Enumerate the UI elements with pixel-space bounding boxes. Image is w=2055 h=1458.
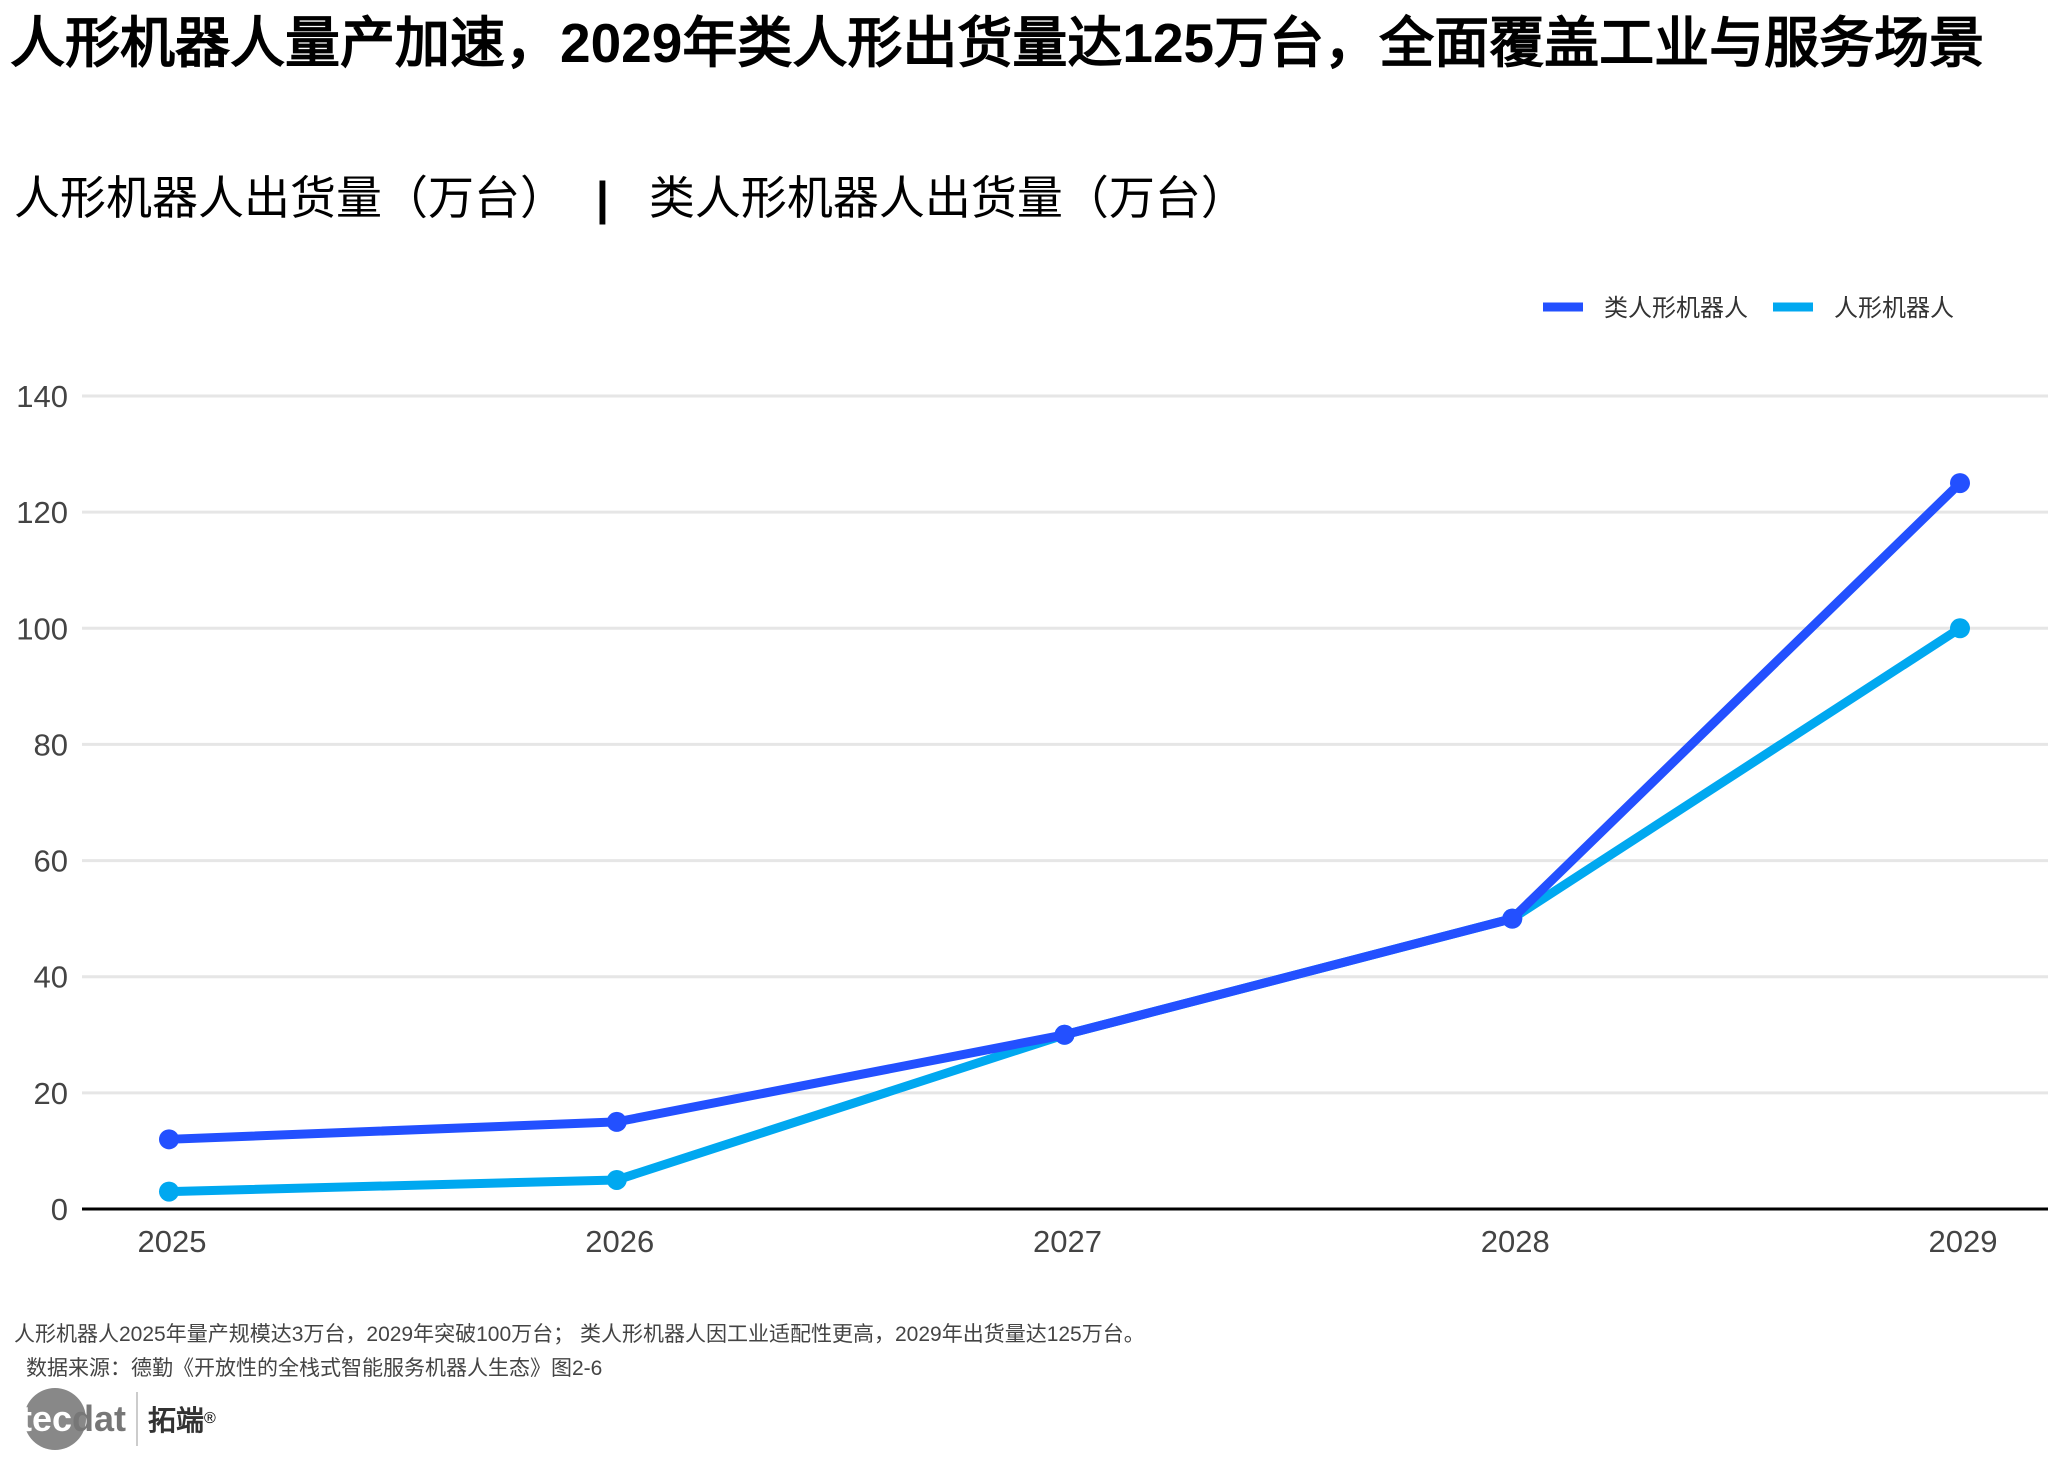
x-tick-label: 2026: [585, 1224, 654, 1259]
logo-dat: dat: [72, 1398, 127, 1439]
data-point: [159, 1129, 179, 1150]
y-tick-label: 100: [16, 611, 68, 646]
y-tick-label: 80: [34, 727, 68, 762]
x-tick-label: 2025: [138, 1224, 207, 1259]
logo-divider: [136, 1392, 139, 1446]
data-point: [606, 1169, 627, 1190]
y-tick-label: 120: [16, 495, 68, 530]
y-tick-label: 0: [51, 1192, 68, 1227]
x-tick-label: 2027: [1033, 1224, 1102, 1259]
series-line-humanoid: [168, 624, 1963, 1197]
footer-note: 人形机器人2025年量产规模达3万台，2029年突破100万台； 类人形机器人因…: [14, 1323, 1145, 1346]
data-point: [159, 1181, 179, 1202]
y-tick-label: 140: [16, 379, 68, 414]
x-tick-label: 2028: [1481, 1224, 1550, 1259]
logo-cn: 拓端: [148, 1405, 205, 1436]
legend-label: 类人形机器人: [1604, 294, 1748, 322]
y-tick-label: 60: [34, 844, 68, 879]
logo-tec: tec: [20, 1398, 73, 1439]
subtitle-left: 人形机器人出货量（万台）: [14, 172, 566, 224]
tecdat-logo: tec dat 拓端 ®: [20, 1384, 216, 1454]
footer: 人形机器人2025年量产规模达3万台，2029年突破100万台； 类人形机器人因…: [14, 1318, 1145, 1386]
data-point: [1950, 618, 1970, 639]
footer-source: 数据来源：德勤《开放性的全栈式智能服务机器人生态》图2-6: [26, 1357, 603, 1380]
data-point: [1950, 473, 1970, 494]
logo-reg: ®: [204, 1410, 216, 1427]
line-chart: 0 20 40 60 80 100 120 140 2025 2026 2027 2028 2029 类人…: [16, 294, 2048, 1259]
y-tick-label: 20: [34, 1076, 68, 1111]
data-point: [606, 1111, 627, 1132]
chart-title: 人形机器人量产加速，2029年类人形出货量达125万台，全面覆盖工业与服务场景: [10, 12, 1985, 74]
legend-label: 人形机器人: [1834, 294, 1954, 322]
data-point: [1502, 908, 1523, 929]
data-point: [1054, 1024, 1075, 1045]
x-tick-label: 2029: [1929, 1224, 1998, 1259]
subtitle-right: 类人形机器人出货量（万台）: [648, 172, 1247, 224]
y-tick-label: 40: [34, 960, 68, 995]
subtitle-separator: |: [596, 172, 609, 224]
chart-subtitle: 人形机器人出货量（万台） | 类人形机器人出货量（万台）: [14, 168, 1247, 228]
logo-circle: [24, 1388, 86, 1450]
